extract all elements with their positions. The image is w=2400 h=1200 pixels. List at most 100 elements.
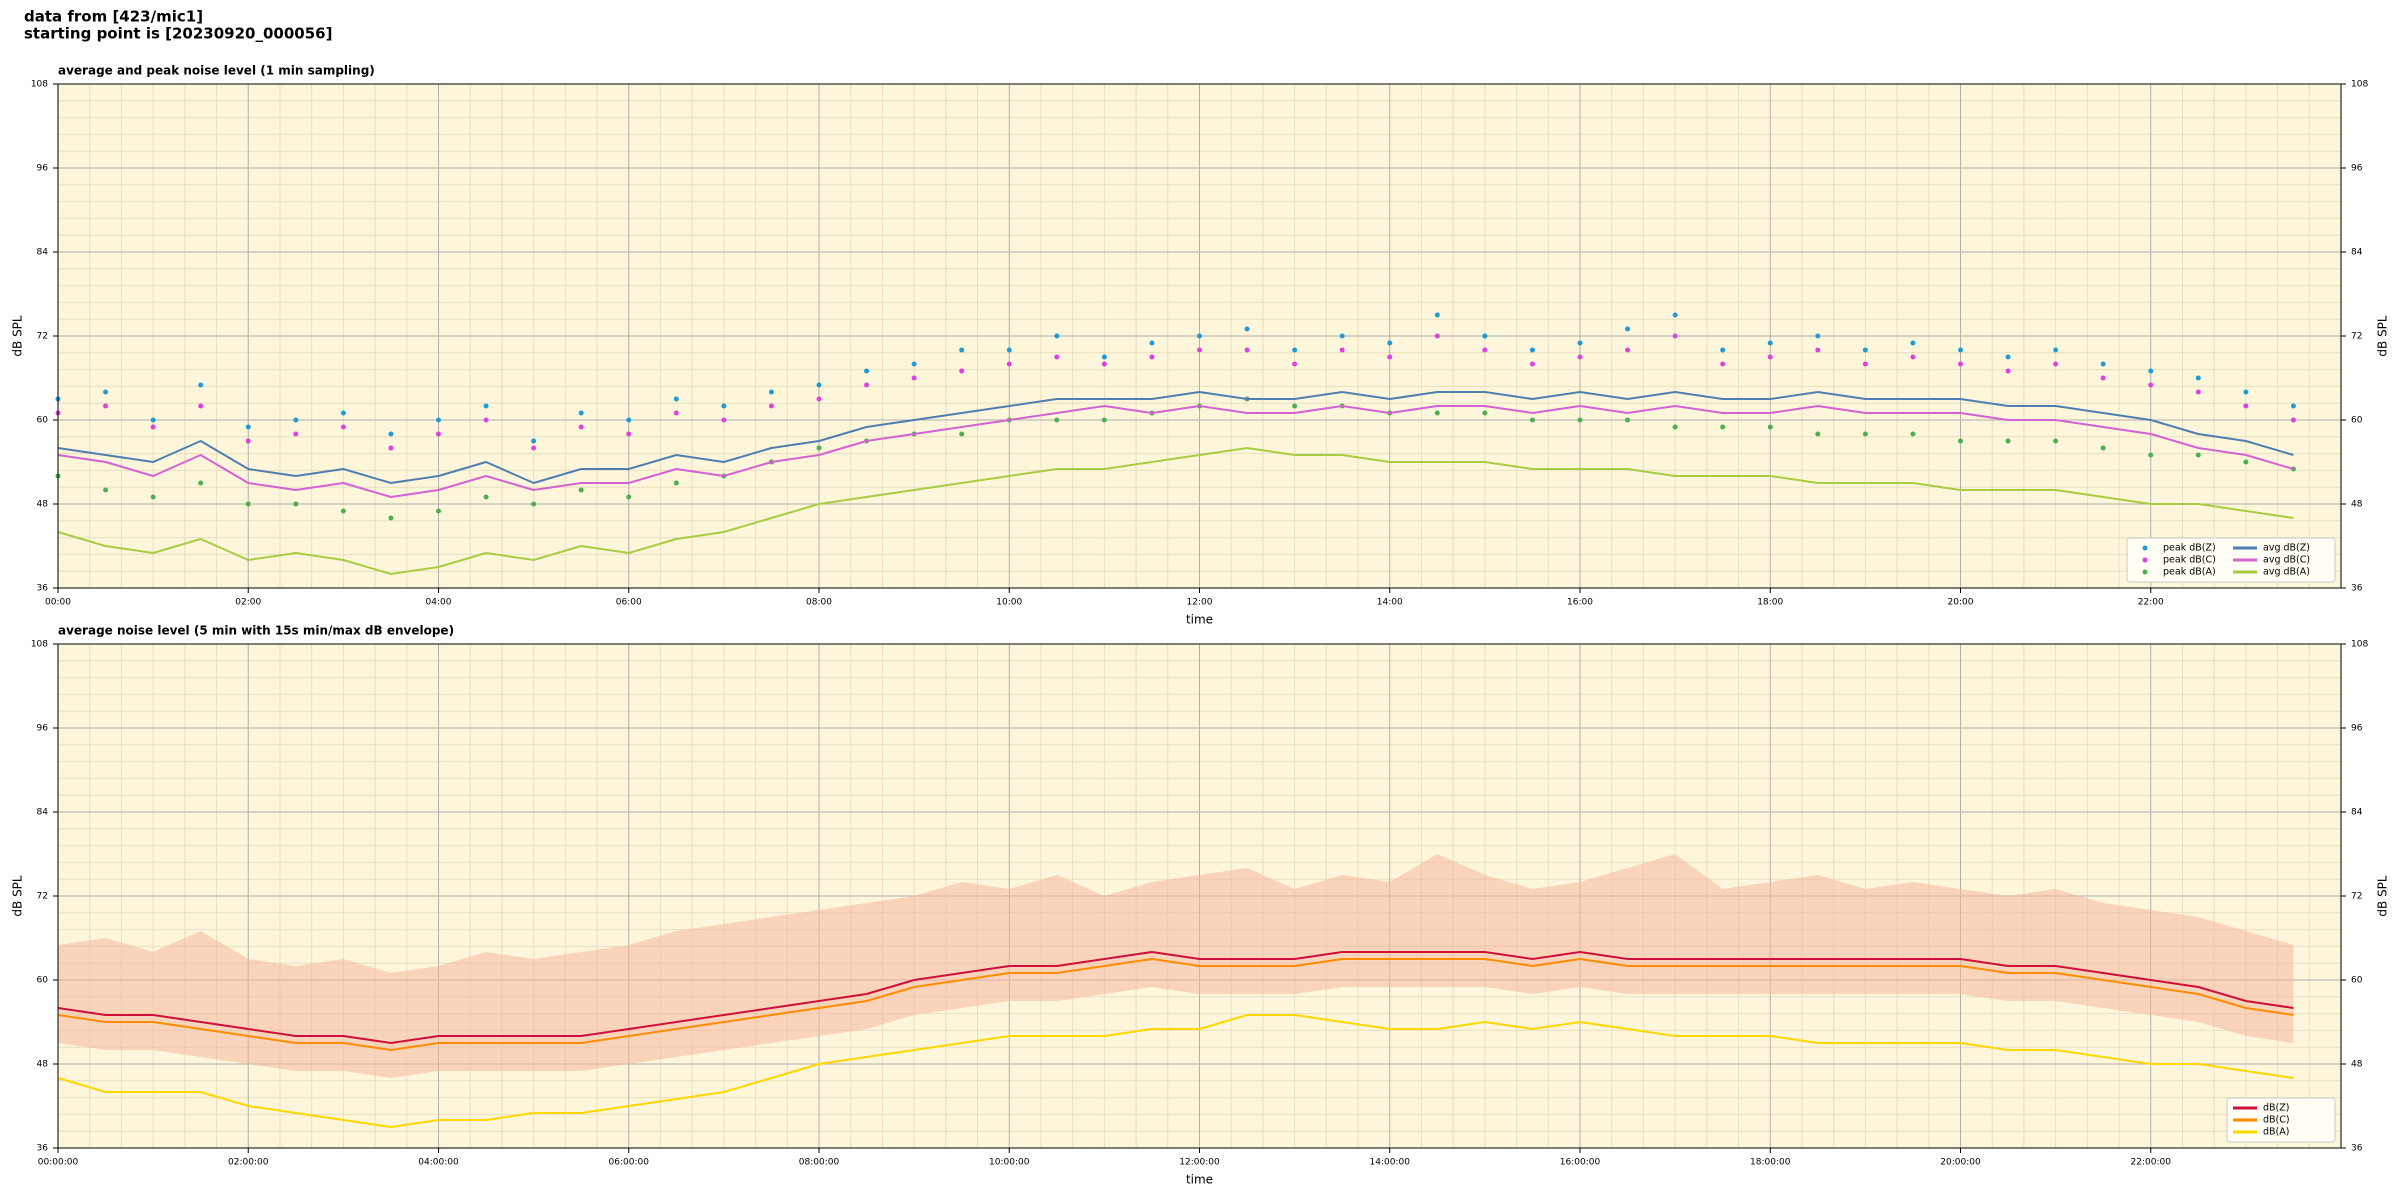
x-tick-label: 10:00 [996,598,1022,608]
x-tick-label: 02:00:00 [228,1158,269,1168]
header-line: starting point is [20230920_000056] [24,25,332,43]
peak-point [2148,382,2154,388]
x-tick-label: 06:00:00 [609,1158,650,1168]
peak-point [1197,347,1202,353]
x-tick-label: 12:00:00 [1179,1158,1220,1168]
series-line [57,405,2294,498]
plot-frame [57,83,2342,589]
y-tick-label: 84 [37,808,49,818]
peak-point [198,382,204,388]
x-tick-label: 14:00:00 [1370,1158,1411,1168]
peak-point [816,396,822,402]
peak-point [1577,354,1583,360]
peak-point [816,445,822,451]
peak-point [1672,312,1678,318]
x-tick-label: 08:00:00 [799,1158,840,1168]
x-tick-label: 22:00 [2138,598,2164,608]
peak-point [1625,347,1631,353]
y-axis-label-right: dB SPL [2376,875,2390,917]
peak-point [768,389,774,395]
y-tick-label: 108 [31,640,48,650]
y-tick-label: 84 [37,248,49,258]
peak-point [483,417,489,423]
x-tick-label: 18:00 [1757,598,1783,608]
legend-label: peak dB(Z) [2163,543,2216,554]
series-line [57,1014,2294,1128]
x-tick-label: 00:00 [45,598,71,608]
x-tick-label: 20:00:00 [1940,1158,1981,1168]
peak-point [293,501,299,507]
peak-point [436,508,441,514]
peak-point [959,368,965,374]
y-tick-label-right: 72 [2351,332,2362,342]
header-line: data from [423/mic1] [24,8,203,26]
peak-point [198,480,204,486]
peak-point [673,410,679,416]
legend-marker [2142,557,2148,563]
peak-point [1958,438,1963,444]
peak-point [1625,326,1631,332]
peak-point [1244,326,1250,332]
y-tick-label-right: 96 [2351,724,2363,734]
peak-point [483,403,489,409]
peak-point [1767,340,1773,346]
legend-label: peak dB(C) [2163,555,2216,566]
y-tick-label: 48 [37,1060,49,1070]
peak-point [578,487,584,493]
y-tick-label: 48 [37,500,49,510]
y-tick-label: 60 [37,416,49,426]
peak-point [1387,340,1393,346]
peak-point [293,431,299,437]
y-tick-label: 108 [31,80,48,90]
chart-title: average noise level (5 min with 15s min/… [58,624,454,638]
peak-point [1482,347,1488,353]
peak-point [388,515,394,521]
x-tick-label: 08:00 [806,598,832,608]
peak-point [2053,347,2059,353]
x-tick-label: 14:00 [1377,598,1403,608]
peak-point [2195,389,2201,395]
peak-point [1529,361,1535,367]
peak-point [2290,417,2296,423]
y-tick-label-right: 36 [2351,1144,2363,1154]
peak-point [1529,417,1535,423]
peak-point [721,403,727,409]
peak-point [340,508,346,514]
legend-label: dB(Z) [2263,1103,2289,1114]
y-tick-label-right: 108 [2351,640,2368,650]
peak-point [1862,347,1868,353]
peak-point [1815,333,1821,339]
peak-point [1006,361,1012,367]
peak-point [1054,354,1060,360]
peak-point [2100,375,2106,381]
peak-point [1958,361,1963,367]
x-tick-label: 20:00 [1948,598,1974,608]
series-line [57,447,2294,575]
legend-marker [2142,569,2148,575]
legend-label: peak dB(A) [2163,567,2216,578]
peak-point [673,396,679,402]
peak-point [768,403,774,409]
peak-point [436,417,441,423]
peak-point [293,417,299,423]
peak-point [150,417,156,423]
y-tick-label-right: 84 [2351,248,2363,258]
peak-point [531,501,537,507]
peak-point [1720,361,1726,367]
y-axis-label-right: dB SPL [2376,315,2390,357]
peak-point [911,361,917,367]
legend: dB(Z)dB(C)dB(A) [2226,1097,2336,1143]
y-tick-label-right: 108 [2351,80,2368,90]
peak-point [1101,354,1107,360]
peak-point [1054,333,1060,339]
y-tick-label-right: 60 [2351,976,2363,986]
peak-point [1482,410,1488,416]
peak-point [1482,333,1488,339]
peak-point [864,382,870,388]
peak-point [2148,368,2154,374]
peak-point [245,424,251,430]
y-tick-label-right: 48 [2351,1060,2363,1070]
peak-point [2005,368,2011,374]
peak-point [340,410,346,416]
y-tick-label-right: 60 [2351,416,2363,426]
